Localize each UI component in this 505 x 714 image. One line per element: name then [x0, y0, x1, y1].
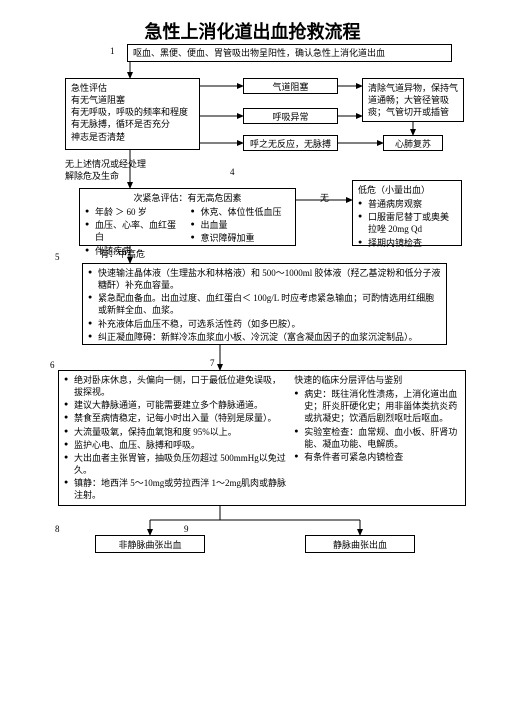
label-no: 无	[320, 192, 329, 204]
box7l-item: 大流量吸氧，保持血氧饱和度 95%以上。	[64, 426, 288, 438]
box7-right: 快速的临床分层评估与鉴别 病史：既往消化性溃疡，上消化道出血史；肝炎肝硬化史；用…	[294, 374, 460, 502]
step-num-1: 1	[110, 46, 115, 56]
subacute-item: 意识障碍加重	[191, 232, 291, 244]
box-resp: 呼吸异常	[243, 108, 338, 124]
text-noabove: 无上述情况或经处理 解除危及生命	[65, 158, 146, 182]
box-lowrisk: 低危（小量出血） 普通病房观察 口服雷尼替丁或奥美拉唑 20mg Qd 择期内镜…	[352, 180, 462, 246]
subacute-item: 血压、心率、血红蛋白	[85, 219, 185, 243]
box-subacute: 次紧急评估：有无高危因素 年龄 ＞ 60 岁 血压、心率、血红蛋白 伴随疾病 休…	[79, 188, 296, 246]
box-acute-assess: 急性评估 有无气道阻塞 有无呼吸，呼吸的频率和程度 有无脉搏，循环是否充分 神志…	[65, 78, 200, 150]
lowrisk-item: 口服雷尼替丁或奥美拉唑 20mg Qd	[358, 211, 456, 235]
box7r-header: 快速的临床分层评估与鉴别	[294, 374, 460, 386]
assess-line: 有无脉搏，循环是否充分	[71, 118, 194, 130]
step-num-6: 6	[50, 360, 55, 370]
box7l-item: 建议大静脉通道，可能需要建立多个静脉通道。	[64, 399, 288, 411]
step-num-7: 7	[210, 358, 215, 368]
box7r-item: 病史：既往消化性溃疡，上消化道出血史；肝炎肝硬化史；用非甾体类抗炎药或抗凝史；饮…	[294, 388, 460, 424]
box-airway: 气道阻塞	[243, 78, 338, 94]
assess-line: 有无气道阻塞	[71, 94, 194, 106]
box7l-item: 绝对卧床休息，头偏向一侧，口于最低位避免误吸，拔探视。	[64, 374, 288, 398]
step-num-9: 9	[184, 524, 189, 534]
box-cpr: 心肺复苏	[383, 135, 443, 151]
box7l-item: 禁食至病情稳定，记每小时出入量（特别是尿量）。	[64, 412, 288, 424]
box-variceal: 静脉曲张出血	[305, 535, 415, 553]
box7l-item: 大出血者主张胃管，抽吸负压勿超过 500mmHg以免过久。	[64, 452, 288, 476]
flowchart-page: 急性上消化道出血抢救流程 1 4 5 6 7 8 9 呕血、黑便、便血、胃管吸出…	[0, 0, 505, 714]
box7r-item: 实验室检查：血常规、血小板、肝肾功能、凝血功能、电解质。	[294, 426, 460, 450]
box5-item: 纠正凝血障碍：新鲜冷冻血浆血小板、冷沉淀（富含凝血因子的血浆沉淀制品）。	[88, 331, 441, 343]
assess-line: 有无呼吸，呼吸的频率和程度	[71, 106, 194, 118]
box-confirm: 呕血、黑便、便血、胃管吸出物呈阳性，确认急性上消化道出血	[127, 44, 452, 62]
assess-line: 急性评估	[71, 82, 194, 94]
box7r-item: 有条件者可紧急内镜检查	[294, 451, 460, 463]
box5-item: 补充液体后血压不稳，可选系活性药（如多巴胺）。	[88, 318, 441, 330]
subacute-item: 年龄 ＞ 60 岁	[85, 206, 185, 218]
lowrisk-header: 低危（小量出血）	[358, 184, 456, 196]
subacute-item: 出血量	[191, 219, 291, 231]
box-clear-airway: 清除气道异物，保持气道通畅；大管径管吸痰；气管切开或插管	[362, 78, 464, 122]
page-title: 急性上消化道出血抢救流程	[0, 18, 505, 44]
assess-line: 神志是否清楚	[71, 131, 194, 143]
subacute-item: 休克、体位性低血压	[191, 206, 291, 218]
box5-item: 紧急配血备血。出血过度、血红蛋白＜ 100g/L 时应考虑紧急输血；可酌情选用红…	[88, 292, 441, 316]
lowrisk-item: 择期内镜检查	[358, 237, 456, 249]
label-has-highrisk: 有：中高危	[100, 248, 145, 260]
step-num-4: 4	[230, 167, 235, 177]
box-7: 绝对卧床休息，头偏向一侧，口于最低位避免误吸，拔探视。 建议大静脉通道，可能需要…	[58, 370, 466, 506]
subacute-header: 次紧急评估：有无高危因素	[85, 192, 290, 204]
lowrisk-item: 普通病房观察	[358, 198, 456, 210]
box7-left: 绝对卧床休息，头偏向一侧，口于最低位避免误吸，拔探视。 建议大静脉通道，可能需要…	[64, 374, 288, 502]
step-num-5: 5	[55, 252, 60, 262]
box7l-item: 监护心电、血压、脉搏和呼吸。	[64, 439, 288, 451]
box5-item: 快速输注晶体液（生理盐水和林格液）和 500～1000ml 胶体液（羟乙基淀粉和…	[88, 267, 441, 291]
box-treatment-5: 快速输注晶体液（生理盐水和林格液）和 500～1000ml 胶体液（羟乙基淀粉和…	[82, 263, 447, 345]
box-nonvariceal: 非静脉曲张出血	[95, 535, 205, 553]
box-noresp: 呼之无反应，无脉搏	[243, 135, 338, 151]
box7l-item: 镇静：地西泮 5～10mg或劳拉西泮 1～2mg肌肉或静脉注射。	[64, 477, 288, 501]
step-num-8: 8	[55, 524, 60, 534]
